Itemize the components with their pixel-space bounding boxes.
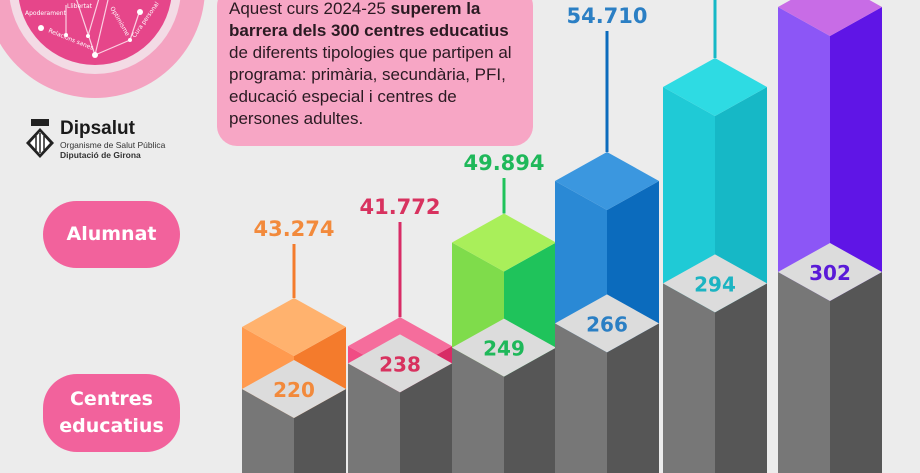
intro-highlight: superem la barrera dels 300 centres educ…	[229, 0, 509, 40]
coat-of-arms-icon	[26, 119, 54, 158]
schools-bar-top-face	[242, 360, 346, 418]
schools-bar-top-face	[778, 243, 882, 301]
schools-bar-left-face	[778, 272, 830, 473]
schools-value-label: 294	[694, 272, 736, 296]
logo-organization: Diputació de Girona	[60, 150, 141, 160]
schools-label-pill: Centres educatius	[43, 374, 180, 452]
schools-bar-top-face	[663, 254, 767, 313]
emblem-label: Llibertat	[67, 3, 93, 10]
students-label-pill: Alumnat	[43, 201, 180, 268]
schools-bar-top-face	[555, 294, 659, 353]
schools-bar-top-face	[452, 318, 556, 377]
schools-bar-right-face	[400, 363, 452, 473]
logo-name: Dipsalut	[60, 118, 135, 139]
schools-bar-top-face	[348, 334, 452, 393]
schools-bar-right-face	[830, 272, 882, 473]
intro-text-box: Aquest curs 2024-25 superem la barrera d…	[217, 0, 533, 146]
students-value-label: 41.772	[359, 195, 440, 219]
schools-bar-right-face	[715, 283, 767, 473]
schools-value-label: 238	[379, 352, 421, 376]
students-bar-top-face	[778, 0, 882, 36]
schools-bar-right-face	[504, 347, 556, 473]
intro-text-rest: de diferents tipologies que partipen al …	[229, 43, 512, 128]
logo-subtitle: Organisme de Salut Pública	[60, 140, 166, 150]
students-bar-top-face	[452, 213, 556, 272]
schools-bar-left-face	[348, 363, 400, 473]
students-bar-top-face	[663, 58, 767, 116]
schools-value-label: 249	[483, 337, 525, 361]
students-bar-top-face	[555, 152, 659, 210]
students-value-label: 54.710	[566, 4, 647, 28]
emblem-core	[18, 0, 172, 65]
students-bar-top-face	[242, 298, 346, 356]
schools-value-label: 302	[809, 261, 851, 285]
schools-bar-left-face	[663, 283, 715, 473]
schools-value-label: 266	[586, 312, 628, 336]
emblem-label: Apoderament	[25, 10, 67, 17]
schools-bar-left-face	[242, 389, 294, 473]
schools-value-label: 220	[273, 378, 315, 402]
intro-text: Aquest curs 2024-25	[229, 0, 391, 18]
schools-bar-left-face	[452, 347, 504, 473]
program-emblem: Apoderament Llibertat Relacions sanes Op…	[0, 0, 205, 98]
students-value-label: 49.894	[463, 151, 544, 175]
schools-bar-right-face	[607, 323, 659, 473]
schools-bar-right-face	[294, 389, 346, 473]
students-value-label: 43.274	[253, 217, 334, 241]
dipsalut-logo: Dipsalut Organisme de Salut Pública Dipu…	[24, 118, 165, 166]
schools-bar-left-face	[555, 323, 607, 473]
